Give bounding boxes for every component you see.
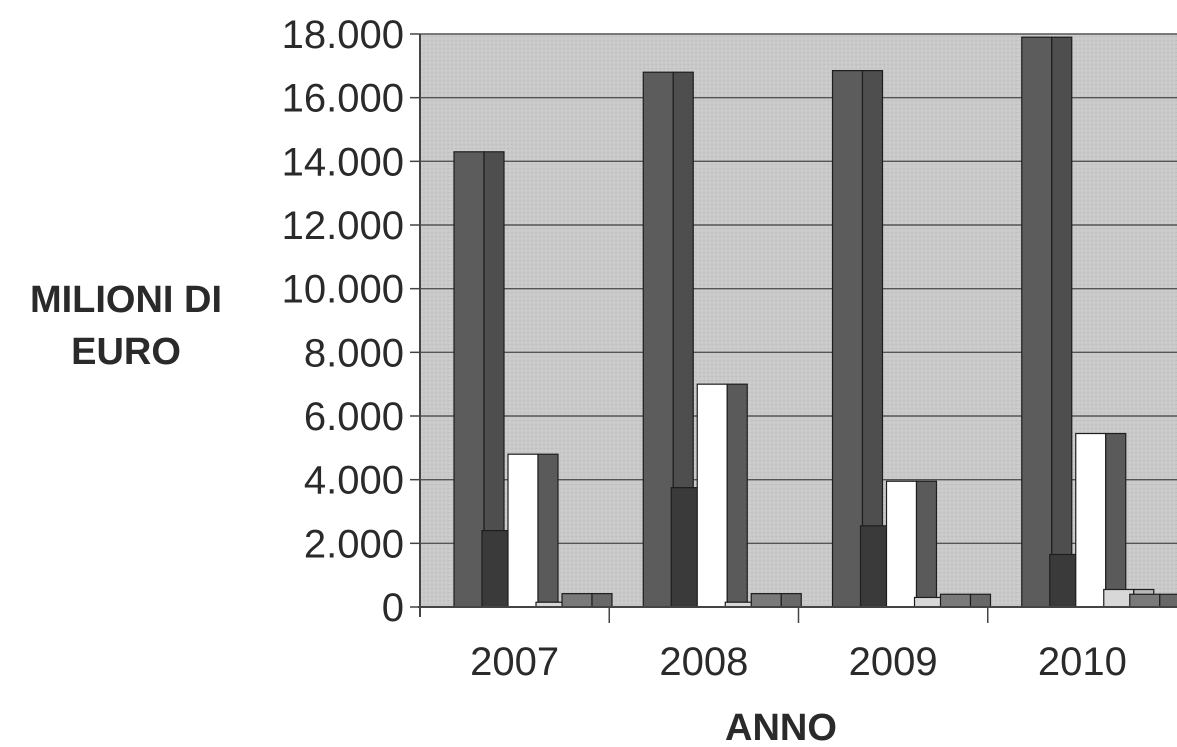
bar — [1075, 432, 1127, 608]
y-tick-label: 0 — [382, 586, 404, 630]
bar-side — [591, 593, 613, 608]
bar-side — [726, 383, 748, 608]
x-tick-label: 2007 — [470, 640, 559, 684]
bar — [750, 593, 802, 608]
x-tick-label: 2010 — [1038, 640, 1127, 684]
bar-face — [696, 383, 728, 608]
bar-side — [1105, 432, 1127, 608]
y-tick-label: 10.000 — [282, 268, 404, 312]
y-tick-label: 8.000 — [304, 331, 404, 375]
bar-side — [780, 593, 802, 608]
bar-face — [1075, 432, 1107, 608]
bar-face — [561, 593, 593, 608]
bar-face — [750, 593, 782, 608]
x-axis-ticks: 2007 2008 2009 2010 — [470, 640, 1127, 684]
bar — [453, 151, 505, 608]
bar-side — [915, 480, 938, 608]
bar — [831, 70, 884, 608]
bar-face — [1021, 36, 1053, 608]
bar — [939, 593, 992, 608]
bar-face — [831, 70, 864, 608]
bar-side — [537, 453, 559, 608]
bar — [885, 480, 938, 608]
bar — [507, 453, 559, 608]
y-tick-label: 2.000 — [304, 522, 404, 566]
bar-face — [507, 453, 539, 608]
bar-face — [1129, 593, 1161, 608]
bar-face — [670, 487, 702, 608]
x-tick-label: 2008 — [659, 640, 748, 684]
y-tick-label: 16.000 — [282, 77, 404, 121]
bar-face — [453, 151, 485, 608]
bars — [453, 36, 1177, 608]
y-tick-label: 12.000 — [282, 204, 404, 248]
bar-face — [885, 480, 918, 608]
y-tick-label: 18.000 — [282, 13, 404, 57]
bar-face — [939, 593, 972, 608]
bar-side — [969, 593, 992, 608]
bar-face — [642, 71, 674, 608]
axes — [410, 33, 1177, 623]
bar-face — [1049, 553, 1081, 608]
bar-face — [859, 525, 892, 608]
y-tick-label: 14.000 — [282, 140, 404, 184]
x-axis-title: ANNO — [725, 707, 837, 747]
bar — [1021, 36, 1073, 608]
y-tick-label: 4.000 — [304, 459, 404, 503]
x-tick-label: 2009 — [849, 640, 938, 684]
bar — [1129, 593, 1177, 608]
y-axis-title-line-2: EURO — [71, 331, 181, 373]
y-axis-title-line-1: MILIONI DI — [30, 279, 222, 321]
bar — [561, 593, 613, 608]
y-axis-ticks: 0 2.000 4.000 6.000 8.000 10.000 12.000 14.000 1… — [282, 13, 404, 630]
bar-side — [1051, 36, 1073, 608]
bar — [696, 383, 748, 608]
bar-side — [1159, 593, 1177, 608]
y-tick-label: 6.000 — [304, 395, 404, 439]
